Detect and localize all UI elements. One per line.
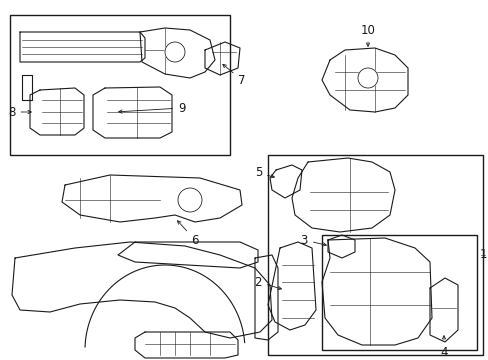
Polygon shape — [30, 88, 84, 135]
Polygon shape — [204, 42, 240, 75]
Text: 1: 1 — [479, 248, 486, 261]
Polygon shape — [118, 242, 258, 268]
Polygon shape — [429, 278, 457, 342]
Polygon shape — [62, 175, 242, 222]
Polygon shape — [135, 332, 238, 358]
Polygon shape — [269, 165, 302, 198]
Polygon shape — [327, 235, 354, 258]
Circle shape — [357, 68, 377, 88]
Text: 6: 6 — [177, 221, 198, 247]
Text: 4: 4 — [439, 336, 447, 359]
Polygon shape — [254, 255, 278, 340]
Bar — [321, 235, 476, 350]
Text: 9: 9 — [119, 102, 185, 114]
Polygon shape — [291, 158, 394, 232]
Polygon shape — [93, 87, 172, 138]
Text: 3: 3 — [300, 234, 325, 247]
Circle shape — [164, 42, 184, 62]
Bar — [267, 155, 482, 355]
Polygon shape — [267, 242, 315, 330]
Text: 10: 10 — [360, 23, 375, 46]
Polygon shape — [321, 48, 407, 112]
Polygon shape — [321, 238, 431, 345]
Text: 8: 8 — [8, 105, 31, 118]
Polygon shape — [140, 28, 215, 78]
Polygon shape — [20, 32, 145, 62]
Text: 5: 5 — [254, 166, 274, 180]
Polygon shape — [22, 75, 32, 100]
Bar — [10, 15, 229, 155]
Polygon shape — [12, 242, 271, 338]
Text: 2: 2 — [254, 275, 281, 289]
Text: 7: 7 — [223, 64, 245, 86]
Circle shape — [178, 188, 202, 212]
